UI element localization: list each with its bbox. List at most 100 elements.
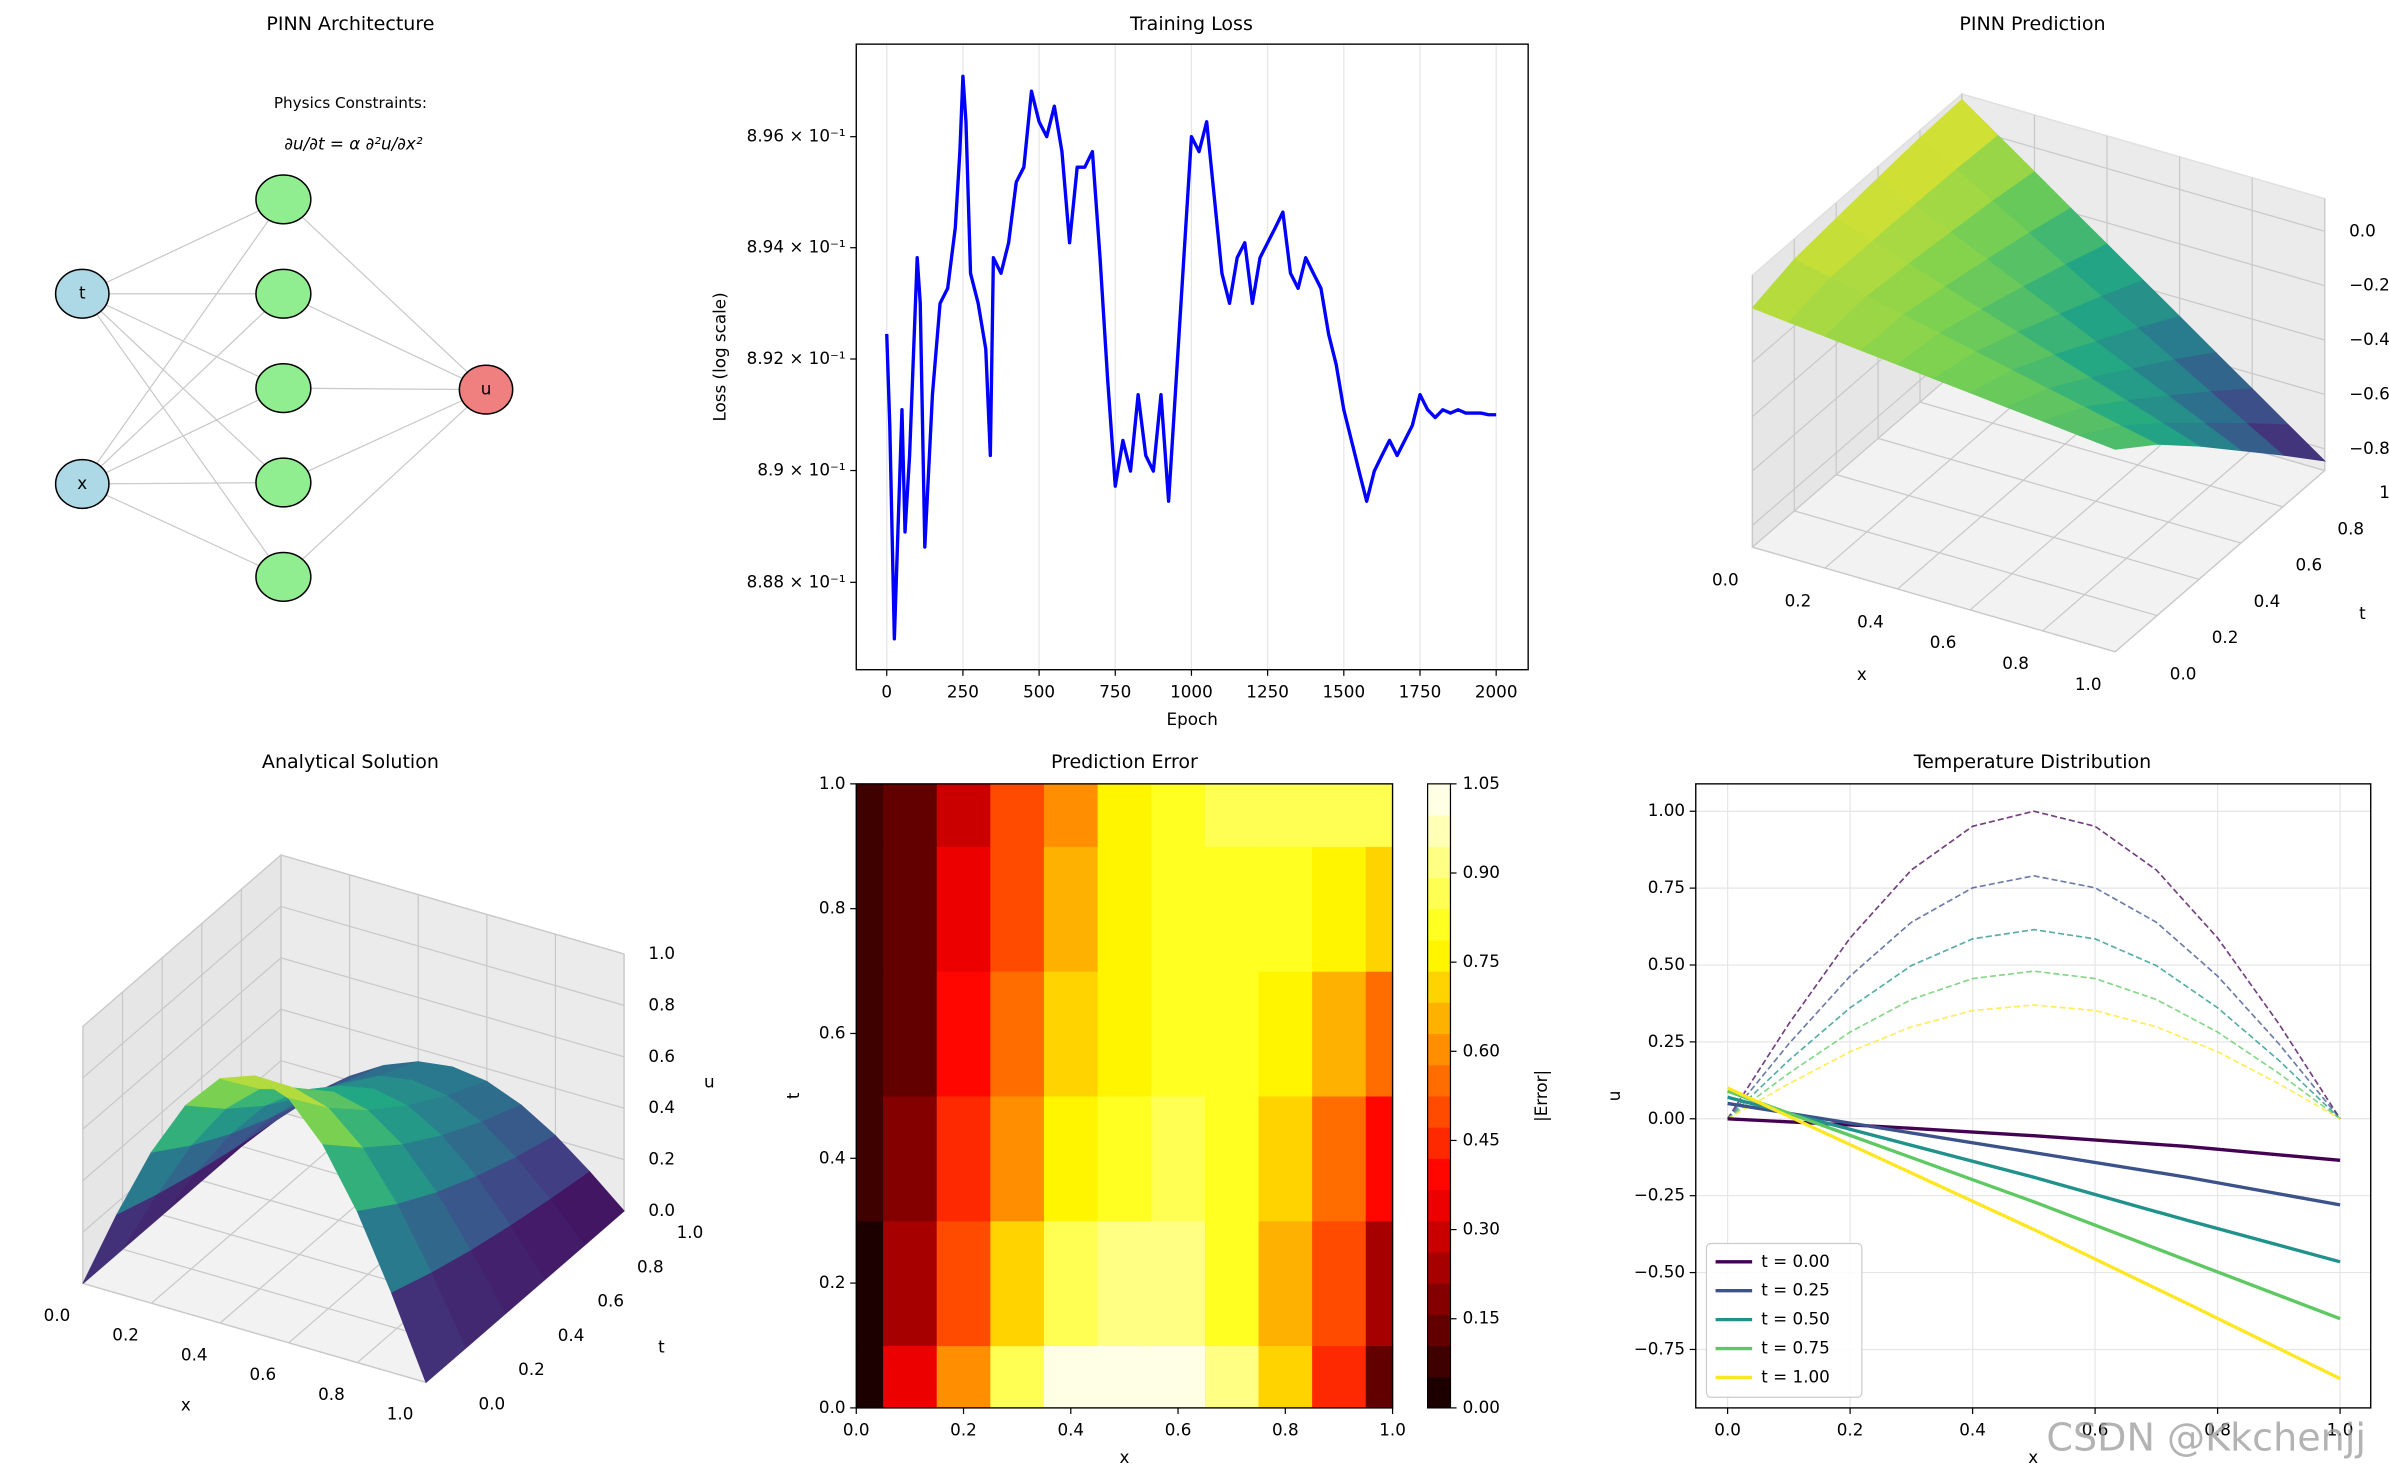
input-label: x [77, 473, 87, 493]
heat-cell [1312, 971, 1367, 1097]
heat-cell [1204, 846, 1260, 972]
z-tick-label: 0.8 [648, 994, 675, 1014]
x-tick-label: 0.0 [843, 1420, 870, 1440]
x-tick-label: 2000 [1475, 682, 1518, 702]
x-tick-label: 1000 [1170, 682, 1213, 702]
y-tick-label: 8.88 × 10⁻¹ [747, 571, 846, 591]
heat-cell [1365, 846, 1394, 972]
colorbar-band [1427, 846, 1451, 879]
legend-label: t = 0.75 [1761, 1338, 1830, 1358]
z-tick-label: −0.8 [2349, 438, 2389, 458]
colorbar-band [1427, 1314, 1451, 1347]
heat-cell [1365, 1095, 1394, 1222]
grid-line [280, 957, 625, 1058]
x-tick-label: 500 [1023, 682, 1055, 702]
heat-cell [1204, 1095, 1260, 1222]
chart-title: Prediction Error [1051, 751, 1198, 773]
connection [81, 293, 284, 485]
heat-cell [883, 971, 938, 1097]
z-tick-label: 0.0 [648, 1200, 675, 1220]
x-tick-label: 1.0 [2075, 674, 2102, 694]
heat-cell [936, 971, 991, 1097]
colorbar-label: |Error| [1531, 1070, 1551, 1122]
colorbar-band [1427, 1158, 1451, 1191]
y-tick-label: 8.94 × 10⁻¹ [747, 237, 846, 257]
grid-line [1794, 510, 2158, 617]
x-tick-label: 0.0 [1712, 569, 1739, 589]
heat-cell [1097, 783, 1152, 847]
heat-cell [990, 1220, 1045, 1347]
heat-cell [856, 1220, 884, 1347]
grid-line [2114, 470, 2326, 653]
heat-cell [856, 971, 884, 1097]
connection [283, 387, 487, 391]
y-tick-label: −0.50 [1634, 1262, 1685, 1282]
heat-cell [1204, 971, 1260, 1097]
x-tick-label: 0.0 [1714, 1420, 1741, 1440]
heat-cell [936, 846, 991, 972]
chart-title: Analytical Solution [262, 751, 439, 773]
heat-cell [936, 1095, 991, 1222]
z-tick-label: 0.2 [648, 1149, 675, 1169]
axes-frame [855, 783, 1394, 1409]
chart-title: Training Loss [1129, 13, 1253, 35]
x-tick-label: 0.8 [318, 1384, 345, 1404]
y-tick-label: 0.8 [637, 1256, 664, 1276]
heat-cell [936, 783, 991, 847]
x-tick-label: 1750 [1399, 682, 1442, 702]
y-tick-label: 0.6 [819, 1022, 846, 1042]
y-tick-label: 0.2 [819, 1272, 846, 1292]
heat-cell [1151, 1220, 1206, 1347]
heat-cell [1043, 1220, 1099, 1347]
y-axis-label: Loss (log scale) [710, 292, 730, 421]
z-tick-label: −0.2 [2349, 275, 2389, 295]
heat-cell [883, 1345, 938, 1409]
heat-cell [883, 1095, 938, 1222]
connection [81, 293, 284, 578]
input-node [54, 458, 110, 510]
y-tick-label: 0.4 [819, 1147, 846, 1167]
grid-line [1961, 126, 2325, 232]
grid-line [1752, 365, 1963, 548]
x-tick-label: 0.4 [1057, 1420, 1084, 1440]
grid-line [1836, 474, 2200, 580]
series-line [1727, 1089, 2341, 1321]
heat-cell [883, 783, 938, 847]
colorbar-band [1427, 1251, 1451, 1284]
x-axis-label: Epoch [1167, 709, 1218, 729]
colorbar-band [1427, 971, 1451, 1003]
y-axis-label: u [1604, 1091, 1624, 1102]
heat-cell [856, 846, 884, 972]
heat-cell [856, 783, 884, 847]
colorbar-band [1427, 1095, 1451, 1128]
connection [82, 483, 284, 578]
heat-cell [1365, 971, 1394, 1097]
reference-line [1726, 810, 2341, 1120]
z-tick-label: −0.4 [2349, 329, 2389, 349]
heat-cell [1097, 846, 1152, 972]
z-tick-label: 1.0 [648, 943, 675, 963]
colorbar-band [1427, 939, 1451, 972]
colorbar-band [1427, 1033, 1451, 1066]
y-tick-label: 0.2 [518, 1359, 545, 1379]
grid-line [82, 957, 282, 1130]
chart-title: PINN Architecture [266, 13, 434, 35]
connection [82, 198, 284, 295]
colorbar-tick-label: 0.45 [1463, 1129, 1500, 1149]
series-line [1727, 1095, 2341, 1264]
grid-line [1824, 386, 2035, 569]
z-tick-label: −0.6 [2349, 383, 2389, 403]
surface-patch [2077, 425, 2159, 450]
x-tick-label: 750 [1099, 682, 1131, 702]
x-tick-label: 0.6 [1165, 1420, 1192, 1440]
x-tick-label: 0.4 [1857, 611, 1884, 631]
y-tick-label: 0.0 [479, 1393, 506, 1413]
x-tick-label: 1.0 [2327, 1420, 2354, 1440]
heat-cell [1258, 1220, 1313, 1347]
y-axis-label: t [658, 1337, 665, 1357]
colorbar-tick-label: 0.15 [1463, 1308, 1500, 1328]
hidden-node [255, 268, 312, 319]
colorbar-band [1427, 783, 1451, 816]
x-tick-label: 0.4 [181, 1344, 208, 1364]
